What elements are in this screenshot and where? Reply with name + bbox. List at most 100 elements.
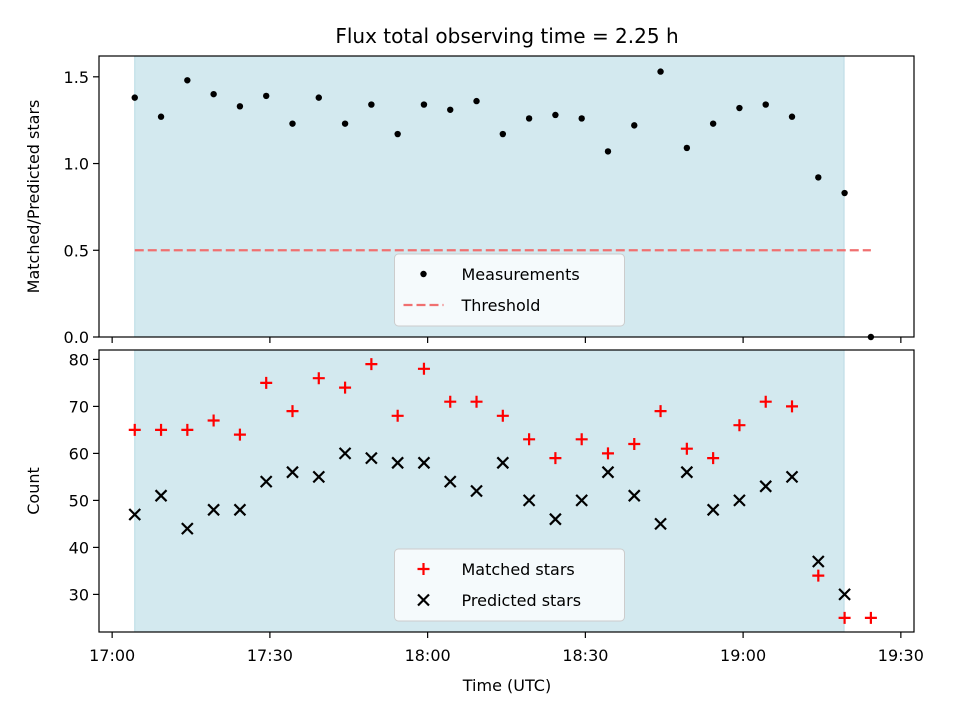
data-point xyxy=(733,419,746,432)
data-point xyxy=(499,130,507,138)
data-point xyxy=(236,103,244,110)
data-point xyxy=(368,101,375,108)
x-axis-label: Time (UTC) xyxy=(462,676,551,695)
data-point xyxy=(154,489,168,502)
data-point xyxy=(841,189,848,197)
data-point xyxy=(785,470,799,484)
data-point xyxy=(338,447,352,460)
data-point xyxy=(341,120,349,127)
y-tick-label: 1.5 xyxy=(64,68,89,87)
data-point xyxy=(759,480,773,493)
data-point xyxy=(786,400,799,413)
series-measurements xyxy=(131,68,875,341)
data-point xyxy=(289,120,296,127)
data-point xyxy=(417,362,430,375)
data-point xyxy=(260,376,273,389)
data-point xyxy=(131,94,138,101)
data-point xyxy=(604,148,612,155)
data-point xyxy=(601,465,615,479)
data-point xyxy=(470,484,483,498)
data-point xyxy=(683,144,691,152)
series-matched-stars xyxy=(128,358,877,624)
x-tick-label: 18:00 xyxy=(405,646,451,665)
data-point xyxy=(339,381,352,394)
y-tick-label: 30 xyxy=(69,585,89,604)
data-point xyxy=(420,101,428,108)
data-point xyxy=(575,433,588,446)
data-point xyxy=(233,503,247,517)
data-point xyxy=(391,409,404,422)
data-point xyxy=(680,442,693,455)
data-point xyxy=(470,395,483,408)
data-point xyxy=(473,97,480,105)
y-tick-label: 70 xyxy=(69,397,89,416)
data-point xyxy=(631,122,638,129)
data-point xyxy=(706,503,720,517)
data-point xyxy=(210,90,217,98)
chart-title: Flux total observing time = 2.25 h xyxy=(335,24,678,48)
data-point xyxy=(552,111,559,119)
data-point xyxy=(549,512,562,526)
axes-frame xyxy=(98,349,915,633)
y-tick-label: 80 xyxy=(69,350,89,369)
x-tick-label: 18:30 xyxy=(562,646,608,665)
data-point xyxy=(155,423,168,436)
legend-label: Matched stars xyxy=(462,560,575,579)
data-point xyxy=(184,77,191,84)
data-point xyxy=(128,423,141,436)
data-point xyxy=(312,372,325,385)
data-point xyxy=(812,569,825,582)
data-point xyxy=(654,517,667,531)
y-tick-label: 60 xyxy=(69,444,89,463)
x-tick-label: 17:30 xyxy=(247,646,293,665)
data-point xyxy=(707,452,720,465)
data-point xyxy=(628,438,641,450)
data-point xyxy=(444,395,457,408)
series-predicted-stars xyxy=(128,447,851,601)
data-point xyxy=(549,452,562,465)
legend: Measurements Threshold xyxy=(394,253,625,327)
data-point xyxy=(762,101,769,108)
x-tick-label: 19:00 xyxy=(720,646,766,665)
data-point xyxy=(417,456,431,470)
data-point xyxy=(815,174,822,181)
data-point xyxy=(864,611,877,624)
data-point xyxy=(263,92,270,100)
data-point xyxy=(394,130,401,138)
data-point xyxy=(207,503,220,517)
legend: Matched stars Predicted stars xyxy=(394,548,625,622)
data-point xyxy=(286,465,299,479)
legend-box xyxy=(394,253,625,327)
data-point xyxy=(443,475,457,488)
legend-box xyxy=(394,548,625,622)
data-point xyxy=(601,447,614,460)
data-point xyxy=(312,470,326,484)
legend-marker xyxy=(417,593,430,607)
data-point xyxy=(838,611,851,624)
ratio-panel: 0.0 0.5 1.0 1.5 Matched/Predicted stars Measu… xyxy=(24,55,915,347)
data-point xyxy=(391,456,404,470)
data-point xyxy=(522,494,536,507)
data-point xyxy=(496,409,509,422)
y-tick-label: 50 xyxy=(69,491,89,510)
y-tick-label: 0.5 xyxy=(64,241,89,260)
data-point xyxy=(207,414,220,427)
data-point xyxy=(157,113,165,120)
legend-label: Measurements xyxy=(462,265,580,284)
data-point xyxy=(709,120,717,127)
legend-marker xyxy=(417,563,430,575)
count-panel: 30 40 50 60 70 80 17:00 17:30 18:00 18:30 19:00 19:… xyxy=(24,349,924,665)
data-point xyxy=(812,555,825,568)
data-point xyxy=(680,465,694,479)
y-axis-label: Count xyxy=(24,467,43,515)
data-point xyxy=(128,508,142,521)
data-point xyxy=(447,106,454,113)
data-point xyxy=(181,423,194,436)
data-point xyxy=(575,494,588,507)
data-point xyxy=(838,588,851,601)
legend-label: Predicted stars xyxy=(462,591,582,610)
y-axis-label: Matched/Predicted stars xyxy=(24,100,43,294)
data-point xyxy=(657,68,664,75)
data-point xyxy=(315,94,322,101)
